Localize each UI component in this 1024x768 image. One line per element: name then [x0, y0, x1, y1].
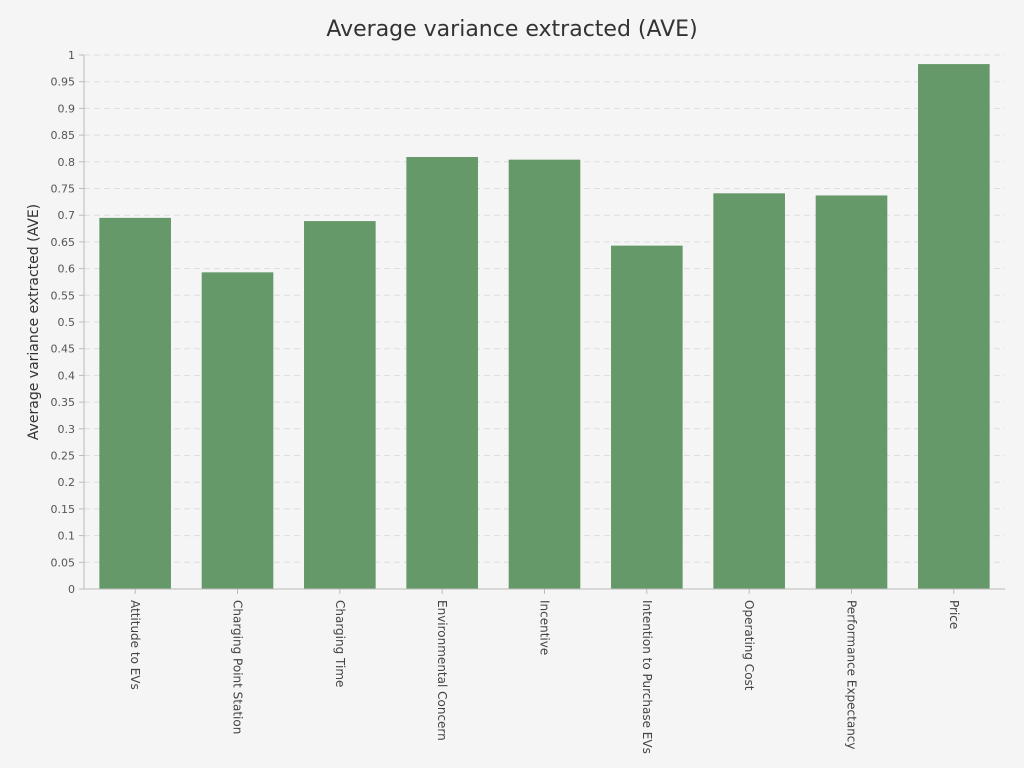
bar[interactable] — [201, 272, 274, 589]
bar[interactable] — [713, 193, 785, 589]
y-tick-label: 0 — [68, 583, 75, 596]
x-tick-label: Attitude to EVs — [128, 600, 142, 690]
y-axis-ticks: 0 0.05 0.1 0.15 0.2 0.25 0.3 0.35 0.4 0.45 0.5 0.55… — [51, 49, 84, 596]
y-tick-label: 0.1 — [58, 530, 76, 543]
y-tick-label: 0.05 — [51, 556, 76, 569]
y-tick-label: 0.65 — [51, 236, 76, 249]
y-axis-label: Average variance extracted (AVE) — [26, 204, 42, 440]
x-tick-label: Performance Expectancy — [845, 600, 859, 750]
y-tick-label: 0.4 — [58, 369, 76, 382]
x-tick-label: Environmental Concern — [435, 600, 449, 741]
y-tick-label: 0.25 — [51, 450, 76, 463]
bar[interactable] — [99, 217, 171, 589]
y-tick-label: 0.15 — [51, 503, 76, 516]
y-tick-label: 0.5 — [58, 316, 76, 329]
y-tick-label: 0.3 — [58, 423, 76, 436]
y-tick-label: 0.95 — [51, 76, 76, 89]
y-tick-label: 1 — [68, 49, 75, 62]
y-tick-label: 0.9 — [58, 102, 76, 115]
x-axis-tick-labels: Attitude to EVs Charging Point Station Cha… — [128, 589, 961, 754]
y-tick-label: 0.75 — [51, 183, 76, 196]
y-tick-label: 0.35 — [51, 396, 76, 409]
y-tick-label: 0.85 — [51, 129, 76, 142]
chart-title: Average variance extracted (AVE) — [326, 17, 697, 42]
x-tick-label: Intention to Purchase EVs — [640, 600, 654, 754]
bar[interactable] — [815, 195, 888, 589]
x-tick-label: Charging Time — [333, 600, 347, 687]
bars — [99, 64, 990, 589]
bar[interactable] — [918, 64, 990, 589]
y-tick-label: 0.55 — [51, 289, 76, 302]
bar[interactable] — [304, 221, 376, 589]
bar[interactable] — [611, 245, 683, 589]
y-tick-label: 0.45 — [51, 343, 76, 356]
x-tick-label: Price — [947, 600, 961, 629]
bar[interactable] — [406, 156, 478, 589]
x-tick-label: Incentive — [538, 600, 552, 655]
x-tick-label: Charging Point Station — [231, 600, 245, 734]
y-tick-label: 0.8 — [58, 156, 76, 169]
bar[interactable] — [508, 159, 581, 589]
y-tick-label: 0.6 — [58, 263, 76, 276]
y-tick-label: 0.7 — [58, 209, 76, 222]
x-tick-label: Operating Cost — [742, 600, 756, 691]
y-tick-label: 0.2 — [58, 476, 76, 489]
